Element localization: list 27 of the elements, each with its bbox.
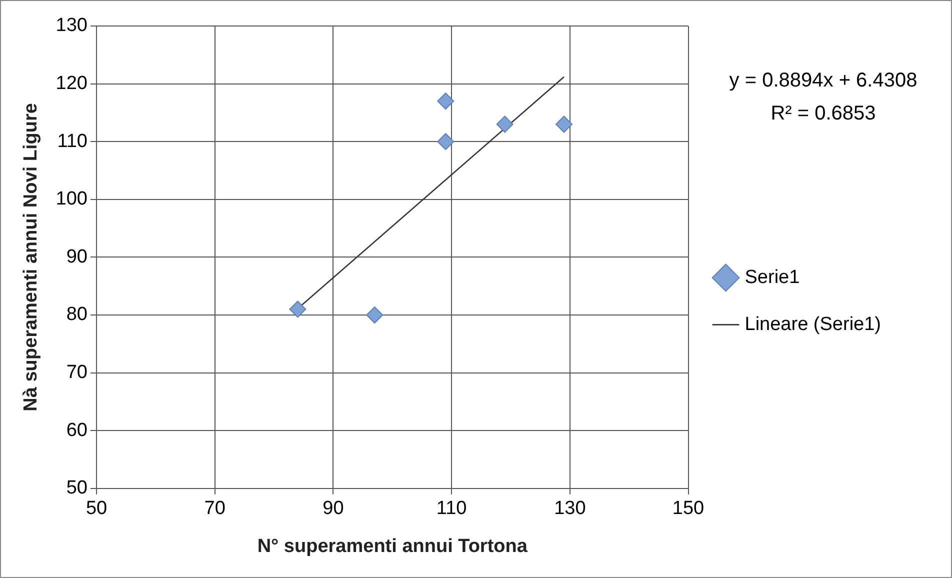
point — [437, 92, 454, 110]
text: R² = 0.6853 — [770, 102, 876, 125]
x-tick-label: 50 — [86, 498, 108, 520]
legend-label: Serie1 — [744, 266, 800, 288]
x-tick-label: 150 — [672, 498, 704, 520]
x-tick-label: 70 — [204, 498, 226, 520]
y-tick-label: 90 — [66, 246, 88, 268]
y-tick-label: 70 — [66, 362, 88, 384]
x-axis-title: N° superamenti annui Tortona — [257, 536, 528, 557]
x-tick-label: 130 — [554, 498, 586, 520]
point — [437, 133, 454, 150]
y-tick-label: 60 — [66, 420, 88, 441]
x-tick-label: 90 — [322, 498, 344, 520]
y-tick-label: 50 — [66, 478, 88, 499]
x-tick-label: 110 — [436, 498, 467, 520]
y-tick-label: 120 — [56, 73, 88, 94]
y-tick-label: 100 — [56, 188, 88, 210]
y-axis-title: Nà superamenti annui Novi Ligure — [20, 103, 42, 412]
legend-label: Lineare (Serie1) — [744, 314, 882, 335]
y-tick-label: 110 — [57, 130, 88, 152]
point — [366, 306, 384, 324]
text: y = 0.8894x + 6.4308 — [729, 70, 918, 92]
y-tick-label: 80 — [66, 304, 88, 326]
point — [496, 116, 514, 133]
y-tick-label: 130 — [56, 15, 88, 36]
point — [555, 116, 572, 133]
point — [289, 300, 306, 318]
